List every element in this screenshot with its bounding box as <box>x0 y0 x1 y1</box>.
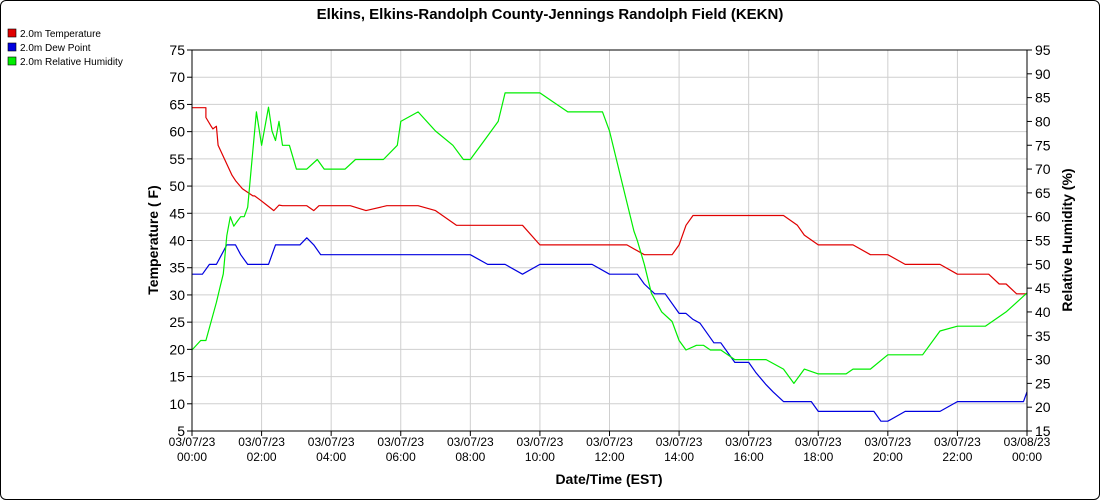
grid <box>191 49 1028 432</box>
series-line-temperature <box>192 107 1027 295</box>
x-tick-label-date: 03/07/23 <box>308 435 355 449</box>
y-tick-label: 75 <box>169 42 185 58</box>
x-tick-label-time: 14:00 <box>664 450 694 464</box>
x-tick-label-date: 03/07/23 <box>795 435 842 449</box>
y2-tick-label: 65 <box>1035 185 1051 201</box>
x-tick-label-date: 03/07/23 <box>934 435 981 449</box>
series-line-relative-humidity <box>191 92 1028 384</box>
x-tick-label-date: 03/07/23 <box>586 435 633 449</box>
y-tick-label: 10 <box>169 396 185 412</box>
y-tick-label: 70 <box>169 69 185 85</box>
y-axis-right: 15 20 25 30 35 40 45 50 55 60 65 70 75 80 85 90 95 <box>1027 42 1051 439</box>
x-tick-label-time: 18:00 <box>803 450 833 464</box>
y2-tick-label: 95 <box>1035 42 1051 58</box>
y-tick-label: 50 <box>169 178 185 194</box>
y2-tick-label: 50 <box>1035 256 1051 272</box>
x-tick-label-date: 03/07/23 <box>864 435 911 449</box>
y2-tick-label: 60 <box>1035 209 1051 225</box>
x-tick-label-time: 16:00 <box>734 450 764 464</box>
x-tick-label-date: 03/07/23 <box>169 435 216 449</box>
x-tick-label-time: 04:00 <box>316 450 346 464</box>
y-tick-label: 25 <box>169 314 185 330</box>
y-tick-label: 40 <box>169 233 185 249</box>
y2-tick-label: 70 <box>1035 161 1051 177</box>
legend-item-dew-point: 2.0m Dew Point <box>7 42 91 54</box>
y-tick-label: 15 <box>169 369 185 385</box>
x-tick-label-time: 20:00 <box>873 450 903 464</box>
series-line-dew-point <box>192 237 1028 422</box>
y2-tick-label: 40 <box>1035 304 1051 320</box>
y-tick-label: 60 <box>169 124 185 140</box>
legend-swatch-dew-point <box>7 42 17 52</box>
y-tick-label: 35 <box>169 260 185 276</box>
x-tick-label-time: 22:00 <box>942 450 972 464</box>
x-tick-label-date: 03/07/23 <box>656 435 703 449</box>
y-tick-label: 30 <box>169 287 185 303</box>
x-tick-label-date: 03/07/23 <box>447 435 494 449</box>
y2-tick-label: 80 <box>1035 113 1051 129</box>
y2-tick-label: 75 <box>1035 137 1051 153</box>
legend-item-temperature: 2.0m Temperature <box>7 28 101 40</box>
legend-item-relative-humidity: 2.0m Relative Humidity <box>7 56 123 68</box>
y2-tick-label: 35 <box>1035 328 1051 344</box>
x-axis-title: Date/Time (EST) <box>555 471 662 487</box>
x-tick-label-date: 03/08/23 <box>1004 435 1051 449</box>
y2-tick-label: 30 <box>1035 352 1051 368</box>
x-tick-label-time: 02:00 <box>247 450 277 464</box>
y2-tick-label: 25 <box>1035 375 1051 391</box>
y-tick-label: 55 <box>169 151 185 167</box>
y-axis-left: 5 10 15 20 25 30 35 40 45 50 55 60 65 70 75 <box>169 42 192 439</box>
y-tick-label: 20 <box>169 341 185 357</box>
y-axis-title: Temperature ( F) <box>145 185 161 294</box>
y2-tick-label: 45 <box>1035 280 1051 296</box>
legend: 2.0m Temperature 2.0m Dew Point 2.0m Rel… <box>7 28 123 68</box>
x-tick-label-time: 12:00 <box>594 450 624 464</box>
x-tick-label-date: 03/07/23 <box>238 435 285 449</box>
y2-tick-label: 85 <box>1035 90 1051 106</box>
y2-tick-label: 55 <box>1035 233 1051 249</box>
x-tick-label-time: 10:00 <box>525 450 555 464</box>
x-tick-label-time: 08:00 <box>455 450 485 464</box>
y-tick-label: 65 <box>169 96 185 112</box>
x-tick-label-time: 06:00 <box>386 450 416 464</box>
chart-title: Elkins, Elkins-Randolph County-Jennings … <box>317 6 784 23</box>
y-tick-label: 45 <box>169 205 185 221</box>
y2-tick-label: 15 <box>1035 423 1051 439</box>
y-tick-label: 5 <box>177 423 185 439</box>
series-layer <box>191 92 1028 422</box>
x-axis: 03/07/2300:0003/07/2302:0003/07/2304:000… <box>169 431 1051 464</box>
legend-swatch-relative-humidity <box>7 56 17 66</box>
x-tick-label-date: 03/07/23 <box>517 435 564 449</box>
legend-swatch-temperature <box>7 28 17 38</box>
legend-label-relative-humidity: 2.0m Relative Humidity <box>20 57 123 68</box>
y2-axis-title: Relative Humidity (%) <box>1059 168 1075 311</box>
x-tick-label-time: 00:00 <box>177 450 207 464</box>
y2-tick-label: 20 <box>1035 399 1051 415</box>
x-tick-label-date: 03/07/23 <box>377 435 424 449</box>
legend-label-dew-point: 2.0m Dew Point <box>20 43 91 54</box>
x-tick-label-date: 03/07/23 <box>725 435 772 449</box>
y2-tick-label: 90 <box>1035 66 1051 82</box>
x-tick-label-time: 00:00 <box>1012 450 1042 464</box>
legend-label-temperature: 2.0m Temperature <box>20 29 101 40</box>
